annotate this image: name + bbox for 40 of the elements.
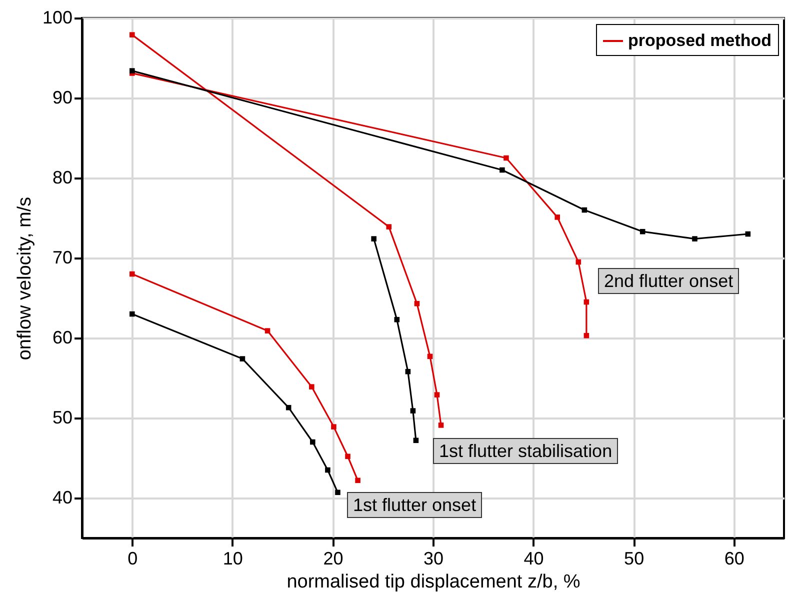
x-tick-label: 50 [624, 548, 644, 568]
point [500, 167, 505, 173]
point [345, 454, 350, 460]
x-tick-label: 10 [222, 548, 243, 568]
point [129, 311, 135, 317]
point [434, 392, 440, 398]
y-tick-label: 70 [52, 248, 72, 268]
annotation: 1st flutter stabilisation [433, 438, 618, 464]
point [554, 214, 560, 220]
point [264, 328, 270, 334]
legend-label: proposed method [628, 31, 772, 50]
point [438, 422, 444, 428]
y-tick-label: 40 [52, 488, 72, 508]
point [331, 424, 336, 430]
point [335, 490, 340, 496]
y-tick-label: 50 [52, 408, 72, 428]
point [129, 68, 135, 74]
annotation: 1st flutter onset [347, 492, 482, 518]
y-tick-label: 60 [52, 328, 72, 348]
annotation: 2nd flutter onset [598, 268, 740, 294]
point [355, 478, 360, 484]
point [129, 32, 135, 38]
point [386, 224, 392, 230]
x-tick-label: 60 [724, 548, 744, 568]
point [504, 155, 509, 161]
point [692, 236, 698, 242]
point [310, 439, 316, 445]
y-tick-label: 90 [52, 88, 72, 108]
point [129, 271, 135, 277]
x-axis-title: normalised tip displacement z/b, % [286, 572, 580, 592]
point [325, 467, 330, 473]
y-tick-label: 80 [52, 168, 72, 188]
y-axis-title: onflow velocity, m/s [14, 196, 36, 360]
x-tick-label: 0 [128, 548, 138, 568]
x-tick-label: 30 [423, 548, 444, 568]
x-tick-label: 20 [323, 548, 344, 568]
y-tick-label: 100 [42, 8, 72, 28]
point [309, 384, 314, 390]
x-tick-label: 40 [524, 548, 544, 568]
point [240, 356, 246, 362]
